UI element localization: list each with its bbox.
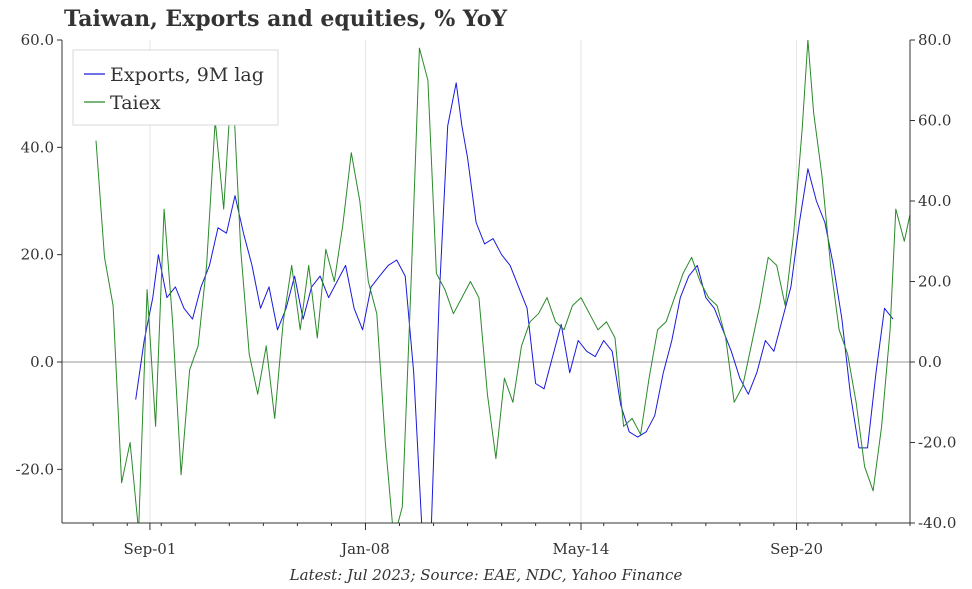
x-tick-label: Jan-08 [339, 540, 390, 558]
x-tick-label: May-14 [553, 540, 610, 558]
legend-label-exports: Exports, 9M lag [110, 64, 264, 86]
axes: -20.0 0.0 20.0 40.0 60.0 -40.0 -20.0 0.0 20.0 40.… [16, 31, 957, 558]
left-tick-label: 40.0 [21, 138, 54, 156]
right-tick-label: 60.0 [918, 112, 951, 130]
legend-label-taiex: Taiex [110, 92, 161, 114]
taiex-line [95, 40, 910, 523]
right-tick-label: 0.0 [918, 353, 942, 371]
right-tick-label: 80.0 [918, 31, 951, 49]
left-tick-label: 60.0 [21, 31, 54, 49]
source-footnote: Latest: Jul 2023; Source: EAE, NDC, Yaho… [289, 566, 683, 584]
exports-line [135, 82, 894, 523]
chart-canvas: -20.0 0.0 20.0 40.0 60.0 -40.0 -20.0 0.0 20.0 40.… [16, 31, 957, 558]
chart-title: Taiwan, Exports and equities, % YoY [64, 6, 508, 32]
right-tick-label: -40.0 [918, 514, 956, 532]
left-tick-label: -20.0 [16, 460, 54, 478]
x-tick-label: Sep-20 [770, 540, 823, 558]
legend-box [72, 49, 279, 126]
legend: Exports, 9M lag Taiex [72, 49, 279, 126]
left-tick-label: 20.0 [21, 246, 54, 264]
x-tick-label: Sep-01 [123, 540, 176, 558]
series-layer [95, 40, 910, 523]
right-tick-label: 20.0 [918, 273, 951, 291]
left-tick-label: 0.0 [30, 353, 54, 371]
right-tick-label: 40.0 [918, 192, 951, 210]
right-tick-label: -20.0 [918, 434, 956, 452]
